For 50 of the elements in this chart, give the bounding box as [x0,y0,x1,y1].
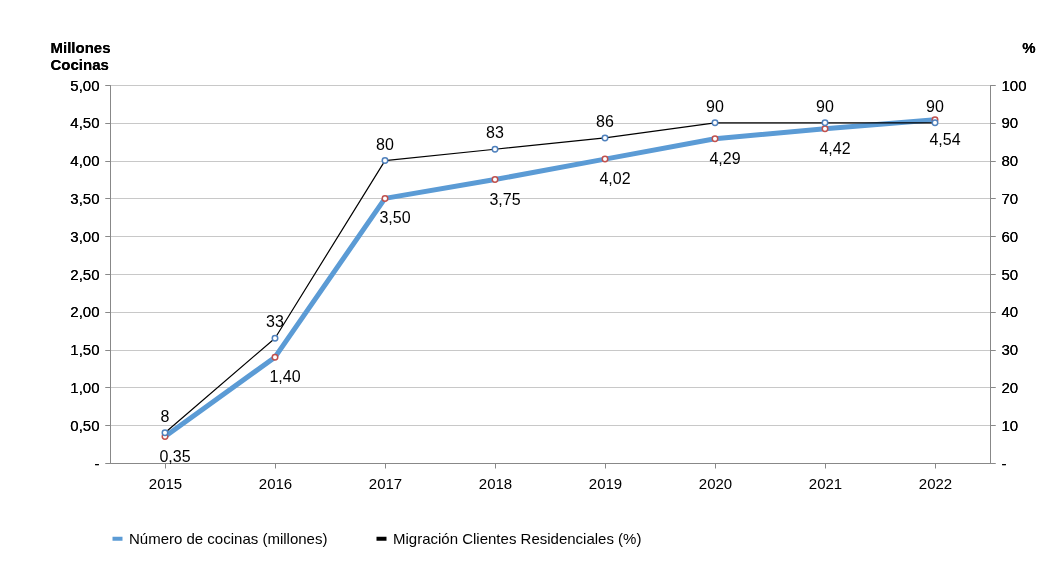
y2-tick-label: 50 [1001,265,1019,283]
y2-tick-label: 40 [1001,303,1019,321]
data-label: 90 [706,97,724,115]
y-tick-label: 4,00 [70,152,100,170]
data-label: 0,35 [159,447,191,465]
x-tick-label: 2022 [918,474,953,492]
data-label: 90 [926,97,944,115]
y-tick-label: 3,00 [70,227,100,245]
y-axis-title: Millones Cocinas [50,38,111,73]
x-tick-label: 2015 [148,474,183,492]
data-label: 3,75 [489,190,521,208]
y2-tick-label: 30 [1001,341,1019,359]
y-tick-label: 1,00 [70,378,100,396]
y2-tick-label: 90 [1001,114,1019,132]
y2-tick-label: 60 [1001,227,1019,245]
y2-tick-label: 10 [1001,416,1019,434]
y2-tick-label: 70 [1001,189,1019,207]
legend-label: Número de cocinas (millones) [129,529,328,547]
data-label: 86 [596,112,614,130]
data-label: 80 [376,135,394,153]
data-label: 4,02 [599,170,631,188]
y2-tick-label: 80 [1001,152,1019,170]
data-label: 8 [160,407,170,425]
x-tick-label: 2016 [258,474,293,492]
y-tick-label: 0,50 [70,416,100,434]
data-label: 33 [266,313,284,331]
legend-label: Migración Clientes Residenciales (%) [393,529,642,547]
x-tick-label: 2017 [368,474,403,492]
data-label: 83 [486,124,504,142]
y-tick-label: 5,00 [70,76,100,94]
y-tick-label: 1,50 [70,341,100,359]
x-tick-label: 2021 [808,474,843,492]
y-tick-label: 3,50 [70,189,100,207]
y-tick-label: 2,50 [70,265,100,283]
y2-tick-label: 20 [1001,378,1019,396]
y2-tick-label: 100 [1001,76,1027,94]
data-label: 90 [816,97,834,115]
y-tick-label: - [94,454,100,472]
y2-axis-title: % [1022,38,1036,56]
data-label: 4,54 [929,130,961,148]
data-label: 1,40 [269,368,301,386]
data-label: 4,29 [709,149,741,167]
x-tick-label: 2018 [478,474,513,492]
y-tick-label: 4,50 [70,114,100,132]
data-label: 3,50 [379,209,411,227]
y2-tick-label: - [1001,454,1007,472]
y-tick-label: 2,00 [70,303,100,321]
data-label: 4,42 [819,139,851,157]
x-tick-label: 2019 [588,474,623,492]
x-tick-label: 2020 [698,474,733,492]
